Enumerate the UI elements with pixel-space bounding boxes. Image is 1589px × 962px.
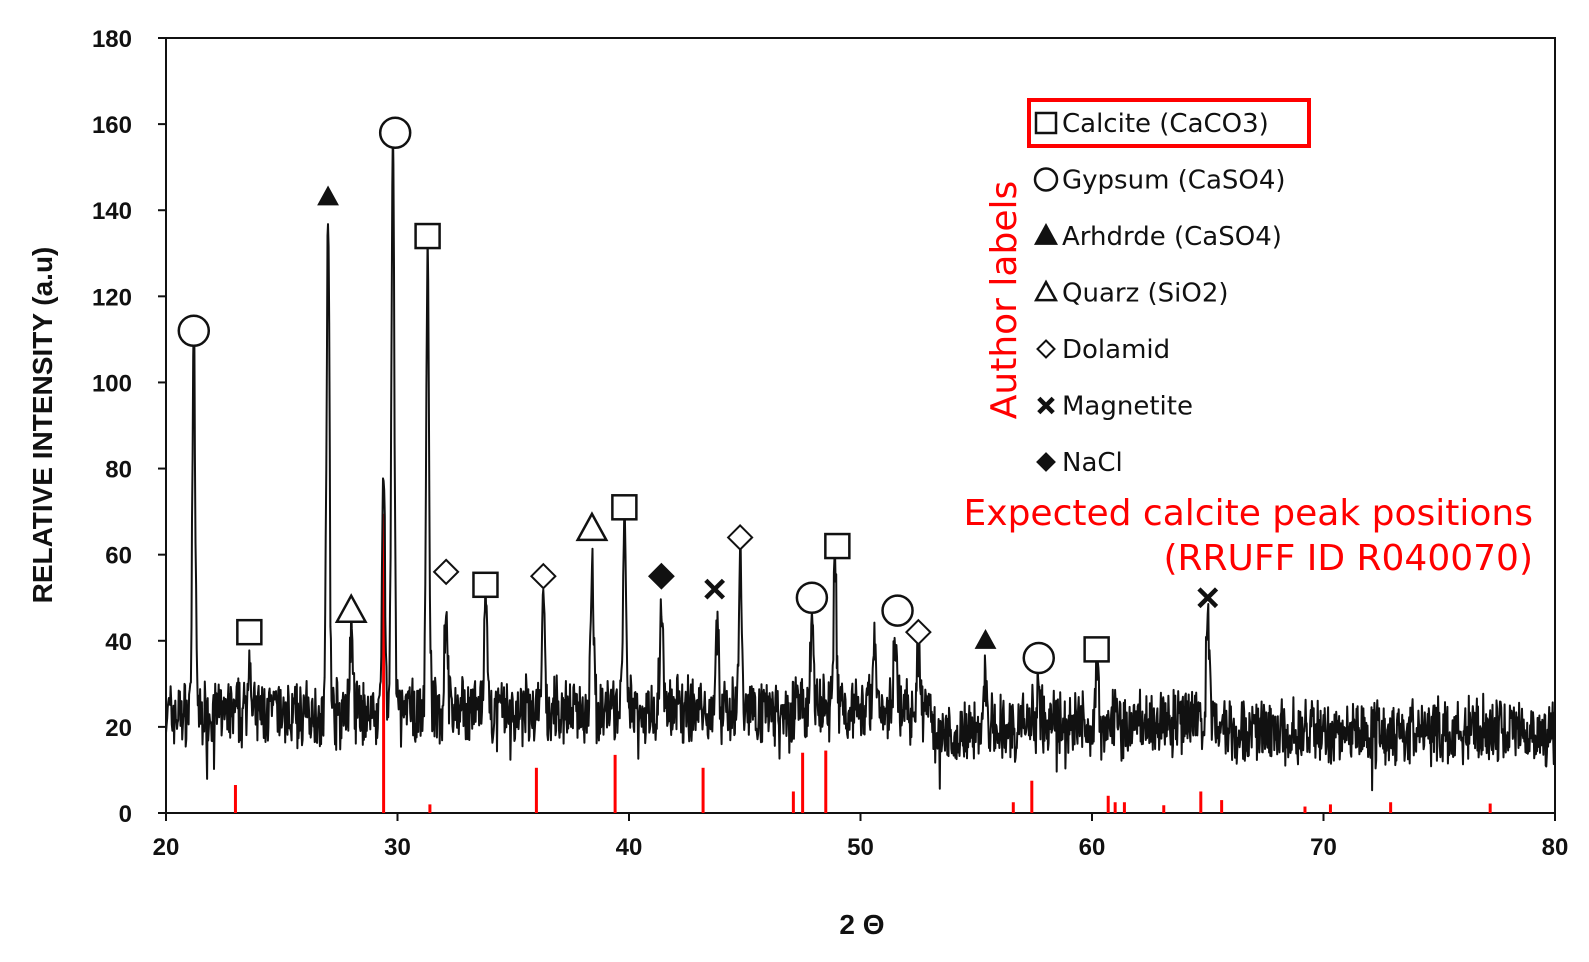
legend-label: Gypsum (CaSO4) xyxy=(1062,166,1286,196)
x-tick-label: 40 xyxy=(616,834,643,861)
expected-peaks-annotation-line2: (RRUFF ID R040070) xyxy=(1163,538,1533,579)
legend: Calcite (CaCO3) Gypsum (CaSO4) Arhdrde (Ca… xyxy=(1027,98,1311,478)
y-axis-ticks: 0 20 40 60 80 100 120 140 160 180 xyxy=(92,26,166,828)
x-axis-ticks: 20 30 40 50 60 70 80 xyxy=(153,813,1569,861)
author-labels-annotation: Author labels xyxy=(984,181,1025,419)
y-tick-label: 0 xyxy=(119,801,132,828)
legend-label: Calcite (CaCO3) xyxy=(1062,109,1269,139)
peak-marker-filled-triangle-icon xyxy=(317,185,339,206)
plot-frame xyxy=(165,37,1556,814)
y-tick-label: 180 xyxy=(92,26,132,53)
legend-circle-icon xyxy=(1033,167,1059,192)
legend-filled-diamond-icon xyxy=(1036,452,1056,472)
peak-markers xyxy=(177,116,1219,675)
x-tick-label: 80 xyxy=(1542,834,1569,861)
legend-cross-icon xyxy=(1037,396,1055,415)
peak-marker-square-icon xyxy=(472,571,499,599)
peak-marker-diamond-icon xyxy=(904,618,932,646)
y-tick-label: 60 xyxy=(105,543,132,570)
legend-square-icon xyxy=(1034,111,1058,135)
xrd-series-line xyxy=(165,124,1556,792)
y-tick-label: 160 xyxy=(92,112,132,139)
peak-marker-diamond-icon xyxy=(726,524,754,551)
x-tick-label: 20 xyxy=(153,834,180,861)
x-tick-label: 50 xyxy=(847,834,874,861)
peak-marker-circle-icon xyxy=(1022,641,1056,675)
peak-marker-filled-triangle-icon xyxy=(974,628,997,649)
x-tick-label: 60 xyxy=(1079,834,1106,861)
peak-marker-circle-icon xyxy=(378,116,412,149)
x-axis-label: 2 Θ xyxy=(839,909,884,940)
x-tick-label: 70 xyxy=(1310,834,1337,861)
legend-triangle-icon xyxy=(1033,279,1059,302)
peak-marker-circle-icon xyxy=(177,314,211,348)
peak-marker-circle-icon xyxy=(795,581,829,614)
peak-marker-square-icon xyxy=(236,618,263,646)
legend-filled-triangle-icon xyxy=(1033,223,1059,245)
y-tick-label: 80 xyxy=(105,457,132,484)
peak-marker-square-icon xyxy=(414,222,441,250)
peak-marker-filled-diamond-icon xyxy=(647,562,675,590)
legend-label: NaCl xyxy=(1062,448,1123,478)
expected-peaks-annotation-line1: Expected calcite peak positions xyxy=(964,493,1533,534)
y-tick-label: 140 xyxy=(92,198,132,225)
y-axis-label: RELATIVE INTENSITY (a.u) xyxy=(27,247,58,604)
x-tick-label: 30 xyxy=(384,834,411,861)
y-tick-label: 20 xyxy=(105,715,132,742)
y-tick-label: 100 xyxy=(92,370,132,397)
peak-marker-triangle-icon xyxy=(575,511,609,542)
y-tick-label: 40 xyxy=(105,629,132,656)
plot-area xyxy=(165,37,1556,814)
peak-marker-circle-icon xyxy=(881,594,914,627)
peak-marker-square-icon xyxy=(824,532,851,560)
legend-highlight-box xyxy=(1027,98,1311,148)
legend-diamond-icon xyxy=(1036,339,1056,359)
legend-label: Dolamid xyxy=(1062,335,1170,365)
peak-marker-triangle-icon xyxy=(334,593,368,623)
reference-lines xyxy=(233,513,1492,813)
peak-marker-square-icon xyxy=(611,494,638,521)
legend-label: Arhdrde (CaSO4) xyxy=(1062,222,1282,252)
peak-marker-square-icon xyxy=(1083,636,1110,663)
legend-label: Magnetite xyxy=(1062,392,1193,422)
legend-label: Quarz (SiO2) xyxy=(1062,279,1229,309)
xrd-trace xyxy=(165,124,1556,792)
peak-marker-cross-icon xyxy=(1197,587,1219,609)
peak-marker-cross-icon xyxy=(704,578,726,600)
peak-marker-diamond-icon xyxy=(529,562,557,590)
y-tick-label: 120 xyxy=(92,284,132,311)
peak-marker-diamond-icon xyxy=(432,558,460,586)
